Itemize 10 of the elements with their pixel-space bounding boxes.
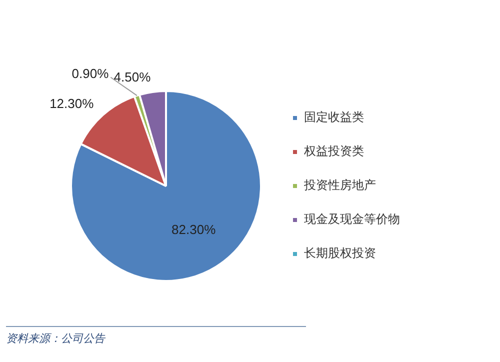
legend-label: 现金及现金等价物 xyxy=(304,212,400,226)
data-label: 12.30% xyxy=(50,96,94,112)
data-label: 0.90% xyxy=(72,66,110,81)
data-label: 82.30% xyxy=(172,222,216,237)
legend-label: 权益投资类 xyxy=(303,144,364,158)
legend-label: 长期股权投资 xyxy=(304,246,376,260)
text: 资料来源：公司公告 xyxy=(6,331,106,346)
legend-label: 投资性房地产 xyxy=(303,178,376,192)
data-label: 4.50% xyxy=(114,70,152,85)
legend-label: 固定收益类 xyxy=(304,110,364,124)
